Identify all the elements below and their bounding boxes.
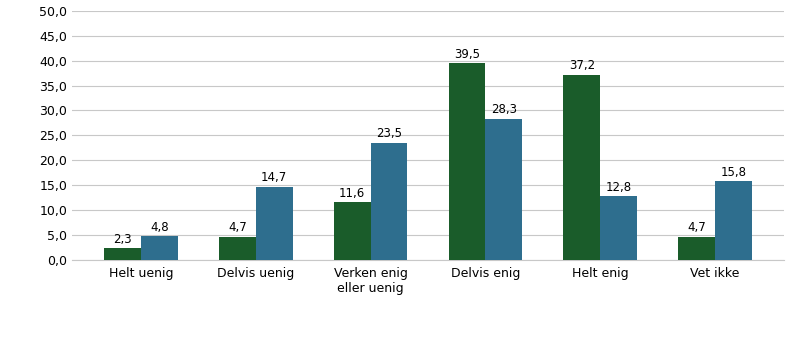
Bar <box>600 196 637 260</box>
Text: 14,7: 14,7 <box>261 171 287 184</box>
Text: 4,7: 4,7 <box>228 221 247 234</box>
Text: 37,2: 37,2 <box>569 59 595 72</box>
Text: 15,8: 15,8 <box>720 166 746 179</box>
Text: 2,3: 2,3 <box>114 233 132 246</box>
Text: 39,5: 39,5 <box>454 48 480 61</box>
Text: 4,7: 4,7 <box>687 221 706 234</box>
Bar <box>449 63 486 260</box>
Bar <box>219 236 256 260</box>
Text: 12,8: 12,8 <box>606 180 631 193</box>
Text: 4,8: 4,8 <box>150 221 169 234</box>
Text: 23,5: 23,5 <box>376 127 402 140</box>
Bar <box>104 248 141 260</box>
Bar <box>563 75 600 260</box>
Bar <box>256 187 293 260</box>
Bar <box>486 119 522 260</box>
Bar <box>678 236 715 260</box>
Text: 28,3: 28,3 <box>490 104 517 117</box>
Bar <box>370 143 407 260</box>
Text: 11,6: 11,6 <box>339 187 366 200</box>
Bar <box>141 236 178 260</box>
Bar <box>715 181 752 260</box>
Bar <box>334 202 370 260</box>
